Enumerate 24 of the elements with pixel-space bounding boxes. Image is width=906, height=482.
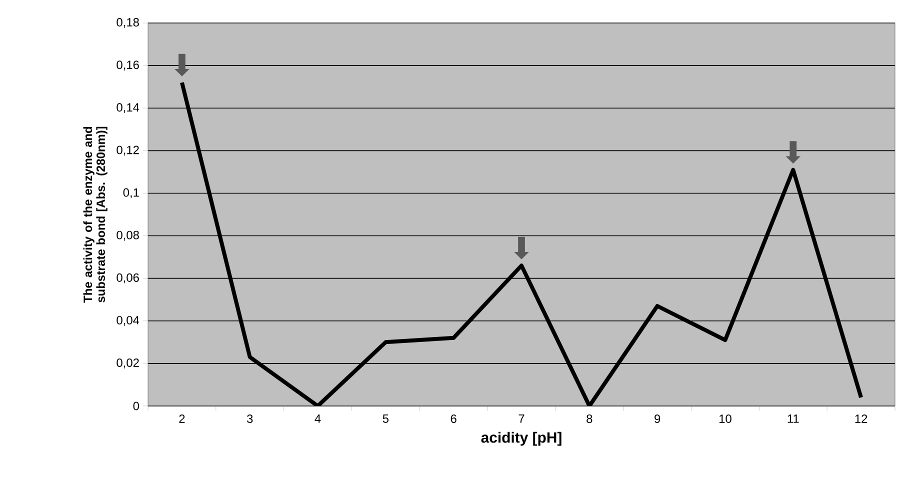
y-tick-label: 0,18 — [116, 18, 139, 28]
y-tick-label: 0,1 — [123, 188, 139, 198]
y-axis-title: The activity of the enzyme and substrate bond [Abs. (280nm)] — [83, 126, 108, 303]
x-tick-label: 12 — [855, 414, 868, 423]
y-tick-label: 0,14 — [116, 103, 140, 114]
x-tick-label: 8 — [586, 414, 592, 423]
y-tick-label: 0,02 — [116, 358, 139, 368]
x-tick-label: 3 — [246, 414, 253, 423]
x-tick-label: 4 — [314, 414, 321, 423]
x-tick-label: 10 — [719, 414, 732, 423]
x-tick-label: 2 — [179, 414, 185, 423]
y-tick-label: 0,12 — [116, 146, 139, 156]
x-tick-label: 7 — [518, 414, 524, 423]
x-tick-label: 6 — [450, 414, 456, 423]
y-tick-label: 0,04 — [116, 316, 140, 326]
x-tick-label: 9 — [654, 414, 660, 423]
x-tick-label: 5 — [382, 414, 388, 423]
y-tick-label: 0,16 — [116, 60, 139, 70]
x-axis-title: acidity [pH] — [481, 432, 562, 446]
y-tick-label: 0 — [133, 402, 140, 410]
annotation: ⬇ — [514, 236, 529, 260]
y-tick-label: 0,06 — [116, 273, 139, 284]
x-tick-label: 11 — [788, 414, 799, 423]
y-tick-label: 0,08 — [116, 230, 139, 241]
